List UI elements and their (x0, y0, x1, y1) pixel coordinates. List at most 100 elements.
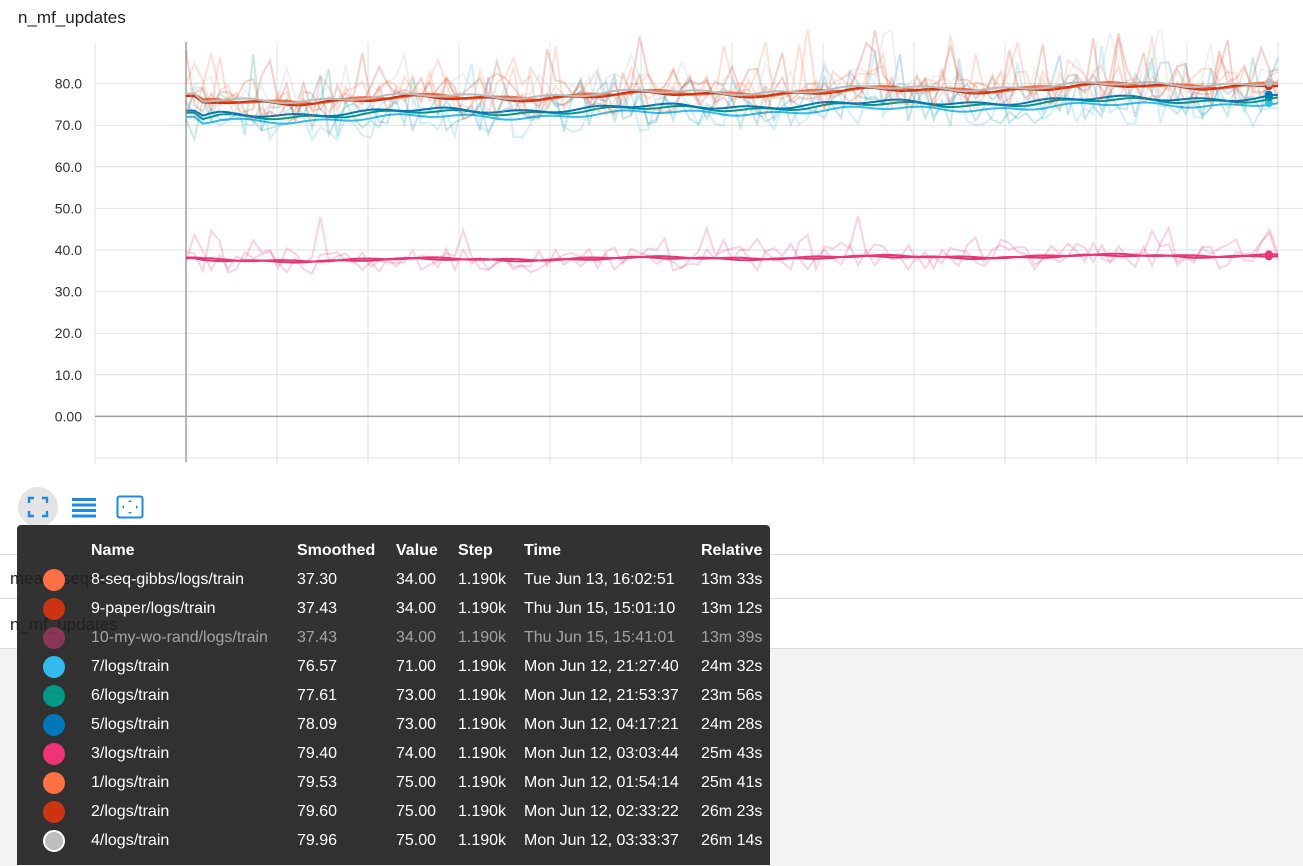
tooltip-row: 2/logs/train 79.60 75.00 1.190k Mon Jun 12, … (37, 797, 768, 826)
series-raw-line (185, 30, 1279, 126)
series-smoothed-line (186, 81, 1279, 105)
cell-smoothed: 79.53 (297, 773, 338, 791)
series-color-swatch (37, 826, 85, 855)
series-color-dot (43, 800, 65, 823)
series-raw-line (185, 45, 1278, 142)
toggle-log-scale-button[interactable] (64, 487, 104, 527)
cell-value: 71.00 (396, 657, 437, 675)
cell-time: Tue Jun 13, 16:02:51 (524, 570, 675, 588)
y-tick-label: 0.00 (55, 408, 82, 424)
series-raw-line (185, 30, 1279, 121)
cell-relative: 23m 56s (701, 686, 763, 704)
cell-time: Thu Jun 15, 15:41:01 (524, 628, 676, 646)
cell-relative: 13m 39s (701, 628, 763, 646)
cell-step: 1.190k (458, 628, 507, 646)
cell-step: 1.190k (458, 570, 507, 588)
cell-name: 5/logs/train (91, 715, 170, 733)
cell-name: 7/logs/train (91, 657, 170, 675)
tooltip-row: 1/logs/train 79.53 75.00 1.190k Mon Jun 12, … (37, 768, 768, 797)
cell-step: 1.190k (458, 831, 507, 849)
cell-name: 4/logs/train (91, 831, 170, 849)
series-color-swatch (37, 652, 85, 681)
cell-name: 10-my-wo-rand/logs/train (91, 628, 268, 646)
cell-smoothed: 77.61 (297, 686, 338, 704)
series-color-dot (43, 655, 65, 678)
series-smoothed-line (186, 93, 1279, 118)
cell-value: 73.00 (396, 686, 437, 704)
header-relative: Relative (701, 542, 763, 559)
header-value: Value (396, 542, 438, 559)
tooltip-row: 9-paper/logs/train 37.43 34.00 1.190k Thu Ju… (37, 594, 768, 623)
cell-step: 1.190k (458, 686, 507, 704)
series-color-swatch (37, 594, 85, 623)
cell-time: Mon Jun 12, 04:17:21 (524, 715, 679, 733)
series-raw-line (185, 54, 1279, 139)
chart-toolbar (18, 487, 150, 527)
cell-name: 3/logs/train (91, 744, 170, 762)
zoom-button[interactable] (110, 487, 150, 527)
fit-domain-button[interactable] (18, 487, 58, 527)
cell-relative: 25m 41s (701, 773, 763, 791)
tooltip-table: Name Smoothed Value Step Time Relative 8… (37, 539, 768, 855)
series-color-swatch (37, 739, 85, 768)
header-smoothed: Smoothed (297, 542, 376, 559)
series-color-dot (43, 684, 65, 707)
cell-step: 1.190k (458, 744, 507, 762)
cell-relative: 13m 33s (701, 570, 763, 588)
cell-smoothed: 37.43 (297, 599, 338, 617)
cell-name: 6/logs/train (91, 686, 170, 704)
header-step: Step (458, 542, 493, 559)
cell-smoothed: 37.43 (297, 628, 338, 646)
series-end-marker (1264, 250, 1273, 259)
chart-title: n_mf_updates (18, 8, 126, 27)
cell-time: Mon Jun 12, 03:33:37 (524, 831, 679, 849)
cell-value: 74.00 (396, 744, 437, 762)
cell-step: 1.190k (458, 599, 507, 617)
cell-relative: 24m 32s (701, 657, 763, 675)
cell-value: 75.00 (396, 773, 437, 791)
cell-value: 75.00 (396, 831, 437, 849)
y-tick-label: 40.0 (55, 242, 82, 258)
cell-smoothed: 79.96 (297, 831, 338, 849)
y-tick-label: 60.0 (55, 159, 82, 175)
series-raw-line (185, 36, 1279, 124)
tooltip-row: 10-my-wo-rand/logs/train 37.43 34.00 1.190k… (37, 623, 768, 652)
cell-smoothed: 79.40 (297, 744, 338, 762)
cell-time: Mon Jun 12, 21:53:37 (524, 686, 679, 704)
chart-tooltip: Name Smoothed Value Step Time Relative 8… (17, 525, 770, 865)
cell-time: Mon Jun 12, 03:03:44 (524, 744, 679, 762)
series-smoothed-line (186, 252, 1279, 263)
series-raw-line (185, 216, 1279, 274)
series-smoothed-line (186, 101, 1279, 125)
series-color-dot (43, 742, 65, 765)
tooltip-row: 7/logs/train 76.57 71.00 1.190k Mon Jun 12, … (37, 652, 768, 681)
cell-name: 9-paper/logs/train (91, 599, 216, 617)
cell-relative: 26m 23s (701, 802, 763, 820)
cell-smoothed: 79.60 (297, 802, 338, 820)
y-tick-label: 30.0 (55, 284, 82, 300)
series-color-swatch (37, 710, 85, 739)
cell-time: Thu Jun 15, 15:01:10 (524, 599, 676, 617)
tooltip-row: 5/logs/train 78.09 73.00 1.190k Mon Jun 12, … (37, 710, 768, 739)
y-tick-label: 20.0 (55, 325, 82, 341)
series-end-marker (1264, 79, 1273, 88)
cell-relative: 24m 28s (701, 715, 763, 733)
line-chart[interactable]: 0.00 10.0 20.0 30.0 40.0 50.0 60.0 70.0 80.0 (0, 30, 1303, 470)
cell-smoothed: 37.30 (297, 570, 338, 588)
list-icon (72, 498, 96, 518)
zoom-icon (116, 495, 144, 519)
cell-smoothed: 78.09 (297, 715, 338, 733)
tooltip-row: 6/logs/train 77.61 73.00 1.190k Mon Jun 12, … (37, 681, 768, 710)
y-tick-label: 10.0 (55, 367, 82, 383)
cell-step: 1.190k (458, 715, 507, 733)
cell-value: 73.00 (396, 715, 437, 733)
cell-value: 34.00 (396, 599, 437, 617)
fit-domain-icon (27, 496, 49, 518)
y-tick-label: 50.0 (55, 200, 82, 216)
series-color-swatch (37, 565, 85, 594)
cell-smoothed: 76.57 (297, 657, 338, 675)
tooltip-row: 3/logs/train 79.40 74.00 1.190k Mon Jun 12, … (37, 739, 768, 768)
series-lines (185, 30, 1279, 275)
series-end-markers (1264, 78, 1273, 261)
series-color-swatch (37, 623, 85, 652)
